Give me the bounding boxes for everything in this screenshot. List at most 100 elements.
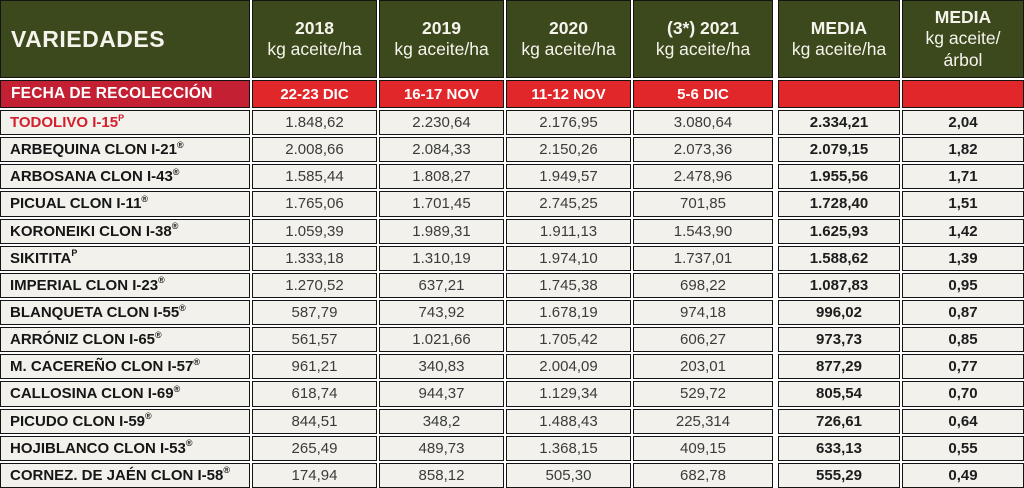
value-cell-2018: 265,49 (252, 435, 377, 461)
value-cell-2021: 1.737,01 (633, 245, 773, 271)
year-label: (3*) 2021 (667, 17, 739, 38)
value-cell-2021: 974,18 (633, 299, 773, 326)
value-cell-2018: 1.765,06 (252, 191, 377, 217)
year-label: 2018 (295, 17, 334, 38)
value-cell-media-ha: 1.087,83 (778, 272, 900, 298)
value-cell-media-ha: 1.625,93 (778, 218, 900, 244)
variety-name-cell: M. CACEREÑO CLON I-57® (0, 354, 250, 380)
variety-name: PICUDO CLON I-59 (10, 412, 146, 430)
value-cell-2018: 961,21 (252, 354, 377, 380)
column-divider-gap (775, 463, 776, 488)
variety-name-cell: TODOLIVO I-15P (0, 110, 250, 136)
value-cell-2021: 409,15 (633, 435, 773, 461)
variety-name-cell: CORNEZ. DE JAÉN CLON I-58® (0, 462, 250, 488)
unit-label: kg aceite/ (925, 28, 1001, 49)
variety-name-cell: KORONEIKI CLON I-38® (0, 218, 250, 244)
harvest-date-2021: 5-6 DIC (633, 80, 773, 108)
value-cell-2020: 505,30 (506, 462, 631, 488)
value-cell-media-arbol: 1,71 (902, 164, 1024, 190)
col-header-2018: 2018 kg aceite/ha (252, 0, 377, 78)
unit-label: kg aceite/ha (521, 39, 616, 59)
value-cell-2020: 2.004,09 (506, 354, 631, 380)
value-cell-2019: 944,37 (379, 381, 504, 407)
value-cell-2019: 2.230,64 (379, 110, 504, 136)
value-cell-2020: 1.911,13 (506, 218, 631, 244)
variety-row: CALLOSINA CLON I-69® 618,74 944,37 1.129… (0, 381, 1024, 407)
column-divider-gap (775, 191, 776, 216)
variety-name: TODOLIVO I-15 (10, 114, 119, 132)
value-cell-media-ha: 555,29 (778, 462, 900, 488)
variety-name: PICUAL CLON I-11 (10, 195, 142, 213)
variety-name: SIKITITA (10, 249, 72, 267)
variety-name-cell: PICUAL CLON I-11® (0, 191, 250, 217)
variety-name: CALLOSINA CLON I-69 (10, 385, 174, 403)
variety-row: CORNEZ. DE JAÉN CLON I-58® 174,94 858,12… (0, 462, 1024, 488)
variety-name-cell: ARBOSANA CLON I-43® (0, 164, 250, 190)
variety-name-cell: HOJIBLANCO CLON I-53® (0, 435, 250, 461)
value-cell-2019: 1.989,31 (379, 218, 504, 244)
value-cell-media-ha: 805,54 (778, 381, 900, 407)
value-cell-2020: 2.150,26 (506, 137, 631, 163)
varieties-header-cell: VARIEDADES (0, 0, 250, 78)
value-cell-media-arbol: 0,87 (902, 299, 1024, 326)
value-cell-2021: 3.080,64 (633, 110, 773, 136)
unit-label: kg aceite/ha (267, 39, 362, 59)
variety-row: ARBEQUINA CLON I-21® 2.008,66 2.084,33 2… (0, 137, 1024, 163)
value-cell-2019: 637,21 (379, 272, 504, 298)
value-cell-media-arbol: 0,70 (902, 381, 1024, 407)
value-cell-2020: 2.176,95 (506, 110, 631, 136)
trademark-superscript: ® (145, 411, 152, 422)
value-cell-2019: 340,83 (379, 354, 504, 380)
harvest-date-2018: 22-23 DIC (252, 80, 377, 108)
value-cell-2018: 1.333,18 (252, 245, 377, 271)
variety-name-cell: SIKITITAP (0, 245, 250, 271)
trademark-superscript: ® (185, 438, 193, 449)
value-cell-2021: 682,78 (633, 462, 773, 488)
variety-row: HOJIBLANCO CLON I-53® 265,49 489,73 1.36… (0, 435, 1024, 461)
variety-name-cell: ARBEQUINA CLON I-21® (0, 137, 250, 163)
value-cell-2020: 1.705,42 (506, 327, 631, 353)
column-divider-gap (775, 436, 776, 461)
value-cell-media-arbol: 1,82 (902, 137, 1024, 163)
header-row: VARIEDADES 2018 kg aceite/ha 2019 kg ace… (0, 0, 1024, 78)
variety-name: ARBOSANA CLON I-43 (10, 168, 173, 186)
value-cell-media-arbol: 1,51 (902, 191, 1024, 217)
variety-name-cell: IMPERIAL CLON I-23® (0, 272, 250, 298)
variety-row: TODOLIVO I-15P 1.848,62 2.230,64 2.176,9… (0, 110, 1024, 136)
variety-name: HOJIBLANCO CLON I-53 (10, 439, 186, 457)
value-cell-2019: 743,92 (379, 299, 504, 326)
column-divider-gap (775, 300, 776, 325)
value-cell-2020: 1.745,38 (506, 272, 631, 298)
value-cell-2019: 1.808,27 (379, 164, 504, 190)
variety-row: BLANQUETA CLON I-55® 587,79 743,92 1.678… (0, 299, 1024, 326)
column-divider-gap (775, 0, 776, 78)
value-cell-2018: 1.585,44 (252, 164, 377, 190)
unit-label: kg aceite/ha (655, 39, 751, 59)
trademark-superscript: ® (172, 166, 180, 177)
year-label: 2019 (422, 17, 461, 38)
value-cell-2021: 1.543,90 (633, 218, 773, 244)
value-cell-media-ha: 726,61 (778, 408, 900, 434)
variety-row: IMPERIAL CLON I-23® 1.270,52 637,21 1.74… (0, 272, 1024, 298)
trademark-superscript: ® (223, 465, 231, 476)
trademark-superscript: ® (179, 302, 186, 313)
year-label: 2020 (549, 17, 588, 38)
value-cell-media-arbol: 0,55 (902, 435, 1024, 461)
column-divider-gap (775, 246, 776, 271)
value-cell-2021: 606,27 (633, 327, 773, 353)
variety-name: ARBEQUINA CLON I-21 (10, 141, 177, 159)
unit-label-line2: árbol (943, 49, 983, 70)
variety-row: M. CACEREÑO CLON I-57® 961,21 340,83 2.0… (0, 354, 1024, 380)
column-divider-gap (775, 137, 776, 162)
col-header-media-arbol: MEDIA kg aceite/ árbol (902, 0, 1024, 78)
media-label: MEDIA (934, 6, 992, 27)
value-cell-2018: 1.059,39 (252, 218, 377, 244)
value-cell-2019: 1.701,45 (379, 191, 504, 217)
variety-name: ARRÓNIZ CLON I-65 (10, 331, 156, 349)
media-label: MEDIA (810, 17, 868, 38)
variety-name: KORONEIKI CLON I-38 (10, 222, 172, 240)
value-cell-media-ha: 1.728,40 (778, 191, 900, 217)
variety-row: ARRÓNIZ CLON I-65® 561,57 1.021,66 1.705… (0, 327, 1024, 353)
